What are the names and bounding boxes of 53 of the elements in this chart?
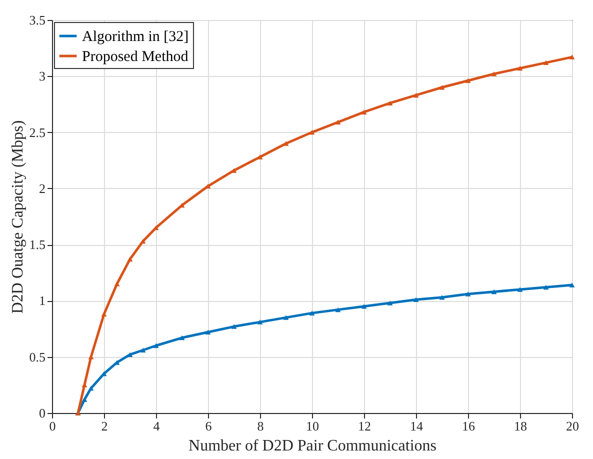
point xyxy=(231,324,237,329)
point xyxy=(361,110,367,114)
point xyxy=(491,289,497,294)
point xyxy=(335,120,341,125)
legend-label: Algorithm in [32] xyxy=(82,29,189,45)
point xyxy=(153,343,159,348)
point xyxy=(88,386,94,391)
point xyxy=(465,78,471,84)
x-tick-label: 0 xyxy=(49,418,56,434)
x-tick-label: 2 xyxy=(101,418,108,434)
y-tick-label: 1.5 xyxy=(29,237,46,252)
point xyxy=(361,304,367,309)
x-tick-label: 20 xyxy=(566,418,579,434)
point xyxy=(179,335,185,340)
y-tick-label: 2.5 xyxy=(29,124,46,140)
point xyxy=(387,300,393,306)
x-axis-title: Number of D2D Pair Communications xyxy=(188,438,436,454)
y-tick-label: 2 xyxy=(39,180,46,196)
point xyxy=(309,310,315,316)
point xyxy=(387,100,393,106)
point xyxy=(205,330,211,335)
y-tick-label: 3 xyxy=(39,68,46,84)
point xyxy=(413,297,419,302)
point xyxy=(543,60,549,66)
y-tick-label: 1 xyxy=(39,293,46,308)
point xyxy=(413,92,419,98)
x-tick-label: 12 xyxy=(358,418,371,434)
point xyxy=(517,287,523,292)
x-tick-label: 6 xyxy=(205,418,212,434)
legend-label: Proposed Method xyxy=(82,49,189,65)
x-tick-label: 14 xyxy=(410,418,424,434)
point xyxy=(517,66,523,71)
point xyxy=(569,282,575,288)
point xyxy=(309,130,315,135)
point xyxy=(569,54,575,60)
y-tick-label: 0 xyxy=(39,406,46,420)
x-tick-label: 16 xyxy=(462,418,476,434)
point xyxy=(465,292,471,296)
x-tick-label: 4 xyxy=(153,418,160,434)
x-tick-label: 10 xyxy=(306,418,319,434)
y-tick-label: 0.5 xyxy=(29,349,46,364)
point xyxy=(140,348,146,352)
x-tick-label: 18 xyxy=(514,418,527,434)
point xyxy=(491,72,497,76)
y-tick-label: 3.5 xyxy=(29,12,46,28)
x-tick-label: 8 xyxy=(257,418,264,434)
point xyxy=(82,397,88,402)
y-axis-title: D2D Ouatge Capacity (Mbps) xyxy=(9,120,26,314)
point xyxy=(335,307,341,312)
point xyxy=(283,315,289,320)
point xyxy=(257,320,263,324)
point xyxy=(127,256,133,262)
point xyxy=(543,284,549,290)
